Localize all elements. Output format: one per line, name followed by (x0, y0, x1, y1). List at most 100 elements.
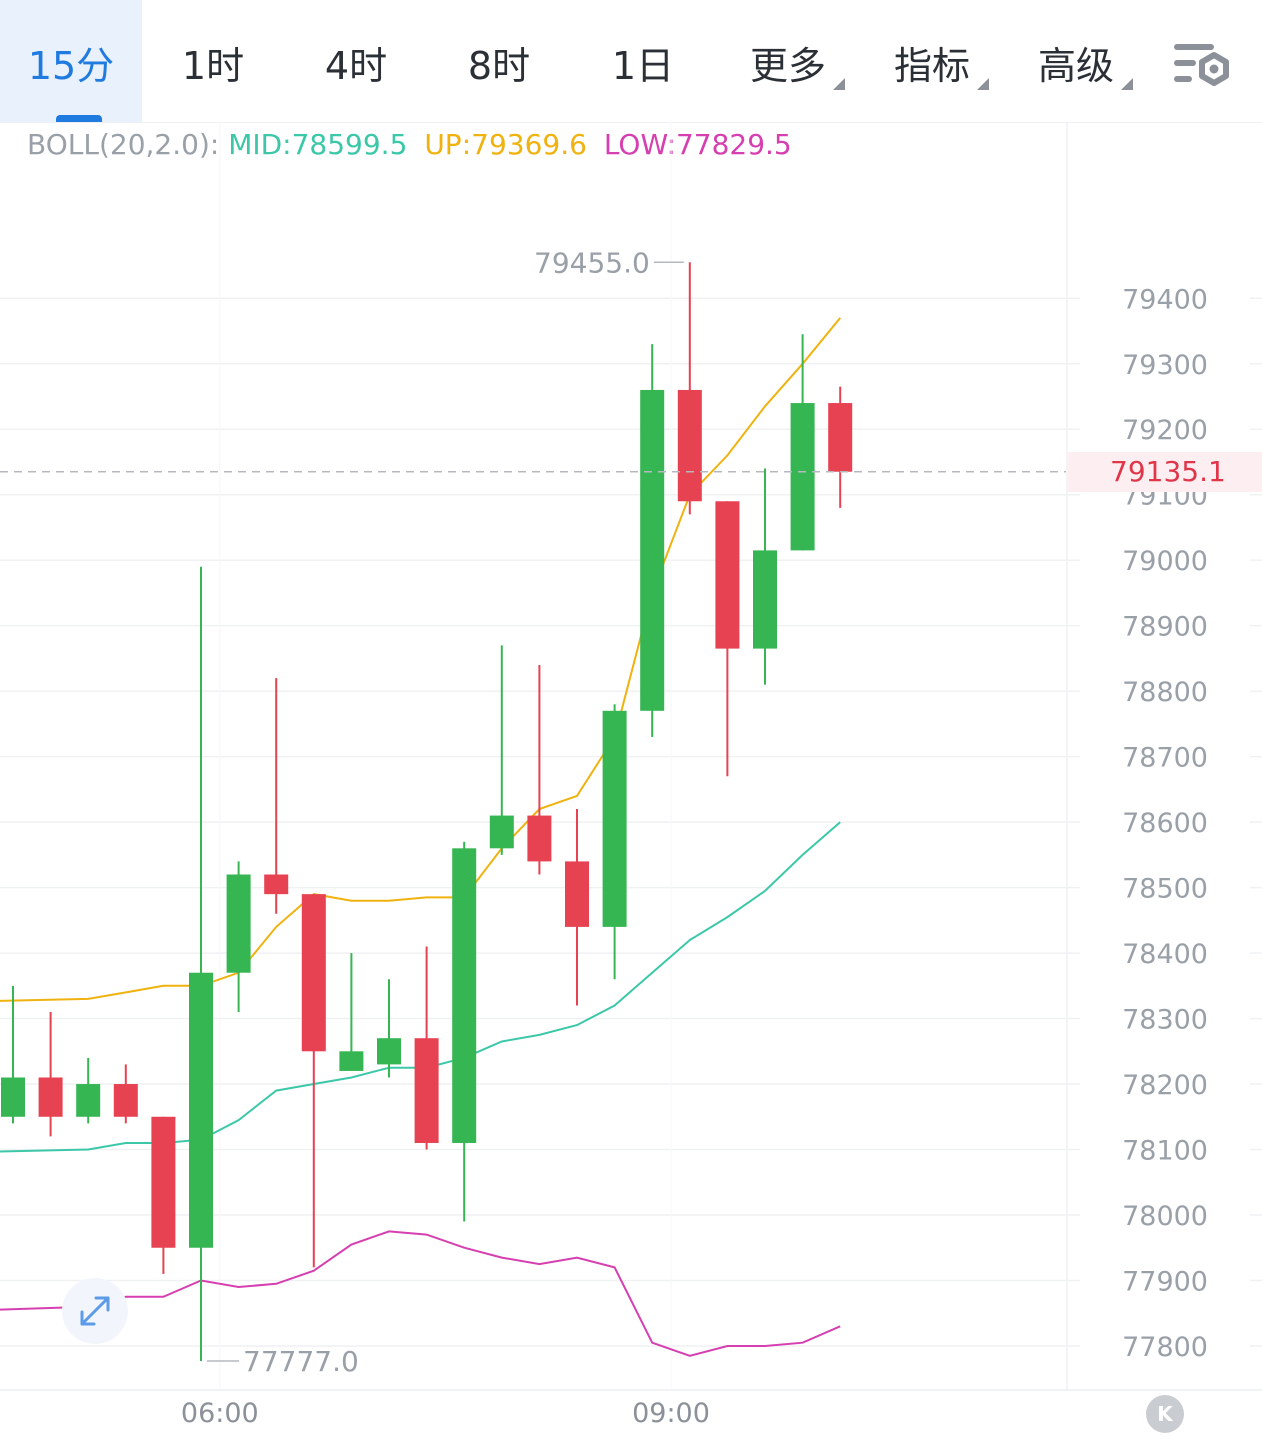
boll-mid-line (0, 821, 841, 1153)
candle-body (38, 1077, 63, 1117)
y-tick-label: 78300 (1122, 1005, 1208, 1036)
y-tick-label: 77900 (1122, 1266, 1208, 1297)
bearish-candle (151, 1116, 176, 1274)
high-annotation: 79455.0 (534, 246, 684, 279)
y-tick-label: 78400 (1122, 939, 1208, 970)
current-price-tag: 79135.1 (1068, 452, 1262, 492)
candle-body (301, 894, 326, 1052)
y-tick-label: 79000 (1122, 546, 1208, 577)
bearish-candle (38, 1012, 63, 1137)
bollinger-bands (0, 317, 841, 1357)
bearish-candle (264, 678, 289, 914)
bearish-candle (301, 894, 326, 1268)
dropdown-caret-icon (1121, 78, 1133, 90)
boll-low-value: LOW:77829.5 (603, 128, 792, 161)
tab-label: 8时 (467, 44, 531, 88)
candle-body (264, 874, 289, 895)
bullish-candle (339, 953, 364, 1071)
y-tick-label: 78000 (1122, 1201, 1208, 1232)
candle-body (677, 389, 702, 502)
candle-body (828, 403, 853, 472)
dropdown-caret-icon (833, 78, 845, 90)
bearish-candle (565, 809, 589, 1006)
y-tick-label: 78800 (1122, 677, 1208, 708)
tab-label: 高级 (1037, 44, 1114, 88)
bullish-candle (226, 861, 251, 1013)
tab-label: 更多 (749, 44, 826, 88)
bullish-candle (790, 334, 815, 551)
candle-body (414, 1038, 439, 1143)
bearish-candle (527, 664, 552, 875)
tab-label: 4时 (324, 44, 388, 88)
candle-body (339, 1051, 364, 1071)
bullish-candle (189, 566, 213, 1362)
bullish-candle (76, 1057, 101, 1124)
bullish-candle (640, 344, 665, 737)
candle-body (640, 389, 665, 711)
y-tick-label: 78500 (1122, 874, 1208, 905)
price-axis: 7940079300792007910079000789007880078700… (1122, 284, 1208, 1363)
bullish-candle (377, 979, 401, 1078)
candle-body (527, 815, 552, 862)
y-tick-label: 78200 (1122, 1070, 1208, 1101)
candle-body (113, 1084, 138, 1117)
x-tick-label: 09:00 (632, 1398, 710, 1429)
y-tick-label: 78600 (1122, 808, 1208, 839)
current-price-value: 79135.1 (1110, 455, 1226, 488)
tab-label: 1日 (611, 44, 675, 88)
candle-body (1, 1077, 25, 1117)
high-price-label: 79455.0 (534, 246, 650, 279)
tab-label: 1时 (181, 44, 245, 88)
bearish-candle (828, 386, 853, 508)
k-logo-icon[interactable]: K (1146, 1395, 1184, 1433)
tab-8hour[interactable]: 8时 (456, 0, 542, 122)
candle-body (602, 710, 627, 927)
y-tick-label: 78900 (1122, 612, 1208, 643)
bullish-candle (452, 841, 477, 1222)
dropdown-caret-icon (977, 78, 989, 90)
boll-mid-value: MID:78599.5 (228, 128, 408, 161)
time-axis: 06:00 09:00 (181, 1398, 710, 1429)
tab-4hour[interactable]: 4时 (313, 0, 399, 122)
candle-body (565, 861, 589, 927)
boll-up-value: UP:79369.6 (424, 128, 587, 161)
tab-15min[interactable]: 15分 (0, 0, 142, 122)
tab-label: 15分 (27, 44, 115, 88)
candle-body (715, 501, 740, 649)
x-tick-label: 06:00 (181, 1398, 259, 1429)
fullscreen-button[interactable] (62, 1278, 128, 1344)
candle-body (76, 1084, 101, 1117)
candle-body (151, 1116, 176, 1248)
tab-label: 指标 (893, 44, 970, 88)
bearish-candle (414, 946, 439, 1150)
bearish-candle (677, 262, 702, 515)
candle-body (226, 874, 251, 973)
bullish-candle (489, 645, 514, 855)
bullish-candle (1, 985, 25, 1124)
tab-indicators[interactable]: 指标 (889, 0, 989, 122)
candle-body (790, 403, 815, 551)
candle-body (753, 550, 777, 649)
chart-settings-icon[interactable] (1170, 38, 1234, 94)
low-annotation: 77777.0 (207, 1345, 359, 1378)
boll-indicator-legend: BOLL(20,2.0): MID:78599.5 UP:79369.6 LOW… (27, 128, 800, 161)
candle-body (489, 815, 514, 849)
candle-body (189, 972, 213, 1248)
bearish-candle (715, 501, 740, 777)
tab-more[interactable]: 更多 (745, 0, 845, 122)
y-tick-label: 77800 (1122, 1332, 1208, 1363)
chart-grid (0, 122, 1262, 1391)
tab-advanced[interactable]: 高级 (1033, 0, 1133, 122)
bearish-candle (113, 1064, 138, 1124)
candle-body (452, 848, 477, 1143)
boll-low-line (0, 1230, 841, 1357)
bullish-candle (602, 704, 627, 980)
boll-up-line (0, 317, 841, 1002)
bullish-candle (753, 468, 777, 685)
y-tick-label: 78100 (1122, 1136, 1208, 1167)
tab-1day[interactable]: 1日 (600, 0, 686, 122)
expand-arrows-icon (80, 1296, 110, 1326)
tab-1hour[interactable]: 1时 (170, 0, 256, 122)
y-tick-label: 79300 (1122, 350, 1208, 381)
